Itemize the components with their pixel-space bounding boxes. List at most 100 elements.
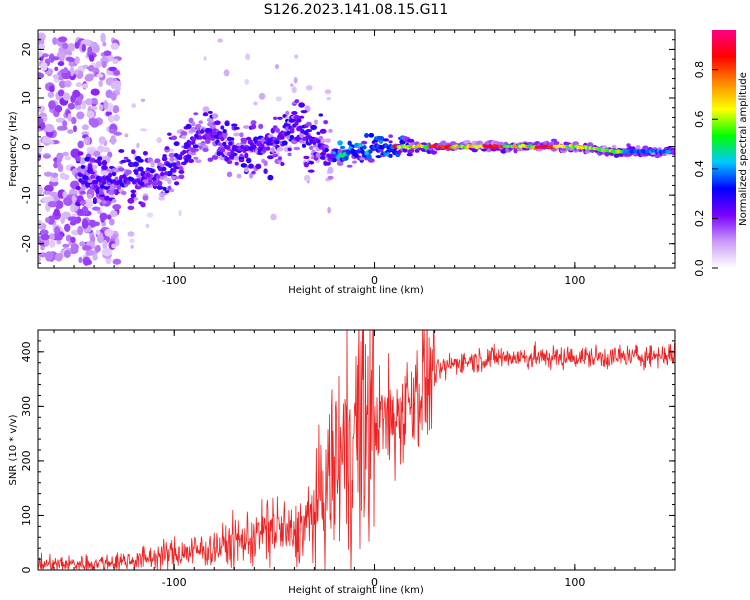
spectrogram-cell: [100, 32, 106, 43]
spectrogram-cell: [368, 149, 373, 154]
spectrogram-cell: [182, 149, 187, 155]
spectrogram-cell: [330, 153, 335, 159]
colorbar: 0.0 0.2 0.4 0.6 0.8 Normalized spectral ampl…: [693, 30, 749, 277]
spectrogram-cell: [82, 64, 89, 69]
spectrogram-cell: [101, 60, 107, 68]
spectrogram-cell: [90, 97, 98, 105]
spectrogram-cell: [154, 158, 161, 164]
spectrogram-cell: [298, 125, 303, 130]
spectrogram-cell: [124, 133, 129, 138]
spectrogram-cell: [60, 216, 65, 224]
spectrogram-cell: [207, 157, 214, 162]
spectrogram-cell: [60, 68, 69, 74]
spectrogram-cell: [212, 130, 217, 135]
spectrogram-cell: [38, 256, 41, 262]
spectrogram-cell: [156, 137, 162, 144]
spectrogram-cell: [70, 148, 81, 159]
spectrogram-cell: [112, 105, 120, 114]
spectrogram-cell: [172, 162, 177, 167]
spectrogram-cell: [131, 103, 137, 109]
spectrogram-cell: [73, 70, 80, 75]
spectrogram-cell: [62, 191, 67, 199]
spectrogram-cell: [344, 155, 349, 161]
spectrogram-cell: [81, 131, 90, 136]
spectrogram-cell: [110, 92, 117, 101]
spectrogram-cell: [146, 212, 154, 218]
spectrogram-cell: [266, 141, 271, 146]
spectrogram-cell: [80, 165, 85, 169]
spectrogram-cell: [63, 249, 71, 258]
spectrogram-cell: [44, 251, 54, 261]
spectrogram-cell: [101, 247, 112, 257]
spectrogram-cell: [220, 136, 225, 142]
spectrogram-cell: [246, 136, 252, 141]
spectrogram-cell: [49, 85, 55, 93]
spectrogram-cell: [276, 136, 281, 141]
spectrogram-cell: [87, 179, 93, 183]
spectrogram-cell: [249, 172, 254, 179]
spectrogram-cell: [83, 199, 94, 209]
spectrogram-cell: [100, 170, 109, 176]
spectrogram-cell: [267, 155, 274, 160]
spectrogram-cell: [293, 146, 301, 151]
spectrogram-cell: [258, 123, 264, 130]
spectrogram-cell: [190, 126, 197, 133]
spectrogram-cell: [212, 113, 219, 119]
spectrogram-cell: [375, 155, 382, 159]
spectrogram-cell: [75, 82, 82, 88]
spectrogram-cell: [42, 136, 51, 144]
spectrogram-cell: [43, 154, 51, 159]
spectrogram-cell: [586, 142, 594, 148]
spectrogram-cell: [90, 235, 96, 243]
snr-x-label: Height of straight line (km): [288, 585, 424, 596]
snr-y-label: SNR (10 * v/v): [8, 414, 19, 485]
colorbar-tick-label: 0.0: [693, 259, 706, 277]
spectrogram-cell: [62, 42, 69, 49]
spectrogram-cell: [107, 173, 113, 178]
spectrogram-cell: [207, 117, 214, 123]
spectrogram-cell: [64, 155, 72, 161]
spectrogram-cell: [265, 146, 271, 151]
spectrogram-cell: [293, 77, 298, 84]
spectrogram-cell: [233, 126, 240, 130]
snr-x-tick-label: 100: [564, 576, 585, 589]
spectrogram-cell: [160, 163, 165, 168]
spectrogram-cell: [178, 174, 185, 180]
spectrogram-cell: [308, 160, 315, 165]
spectrogram-cell: [67, 102, 75, 110]
snr-y-tick-label: 200: [20, 450, 33, 471]
spectrogram-y-tick-label: 10: [20, 91, 33, 105]
spectrogram-cell: [67, 216, 78, 222]
spectrogram-cell: [140, 128, 148, 132]
spectrogram-cell: [382, 138, 390, 142]
spectrogram-cell: [130, 192, 136, 199]
spectrogram-cell: [364, 133, 369, 138]
spectrogram-cell: [298, 102, 305, 108]
spectrogram-cell: [82, 245, 92, 251]
spectrogram-cell: [302, 136, 307, 141]
spectrogram-cell: [191, 121, 196, 127]
spectrogram-cell: [112, 58, 119, 64]
spectrogram-cell: [301, 143, 307, 148]
spectrogram-cell: [280, 135, 285, 140]
spectrogram-cell: [316, 139, 321, 144]
spectrogram-cell: [58, 36, 68, 43]
spectrogram-cell: [359, 157, 364, 161]
spectrogram-cell: [185, 123, 192, 130]
spectrogram-cell: [244, 78, 249, 85]
spectrogram-cell: [71, 116, 77, 125]
spectrogram-cell: [95, 229, 101, 235]
snr-x-tick-label: 0: [371, 576, 378, 589]
spectrogram-cell: [626, 143, 631, 148]
spectrogram-cell: [229, 137, 235, 142]
spectrogram-cell: [303, 155, 310, 160]
spectrogram-cell: [326, 96, 332, 101]
spectrogram-cell: [70, 236, 76, 243]
spectrogram-cell: [260, 143, 265, 149]
spectrogram-cell: [395, 153, 401, 158]
spectrogram-cell: [327, 166, 334, 174]
spectrogram-cell: [103, 101, 109, 110]
spectrogram-cell: [98, 136, 106, 144]
spectrogram-cell: [406, 153, 413, 157]
spectrogram-cell: [272, 154, 278, 158]
